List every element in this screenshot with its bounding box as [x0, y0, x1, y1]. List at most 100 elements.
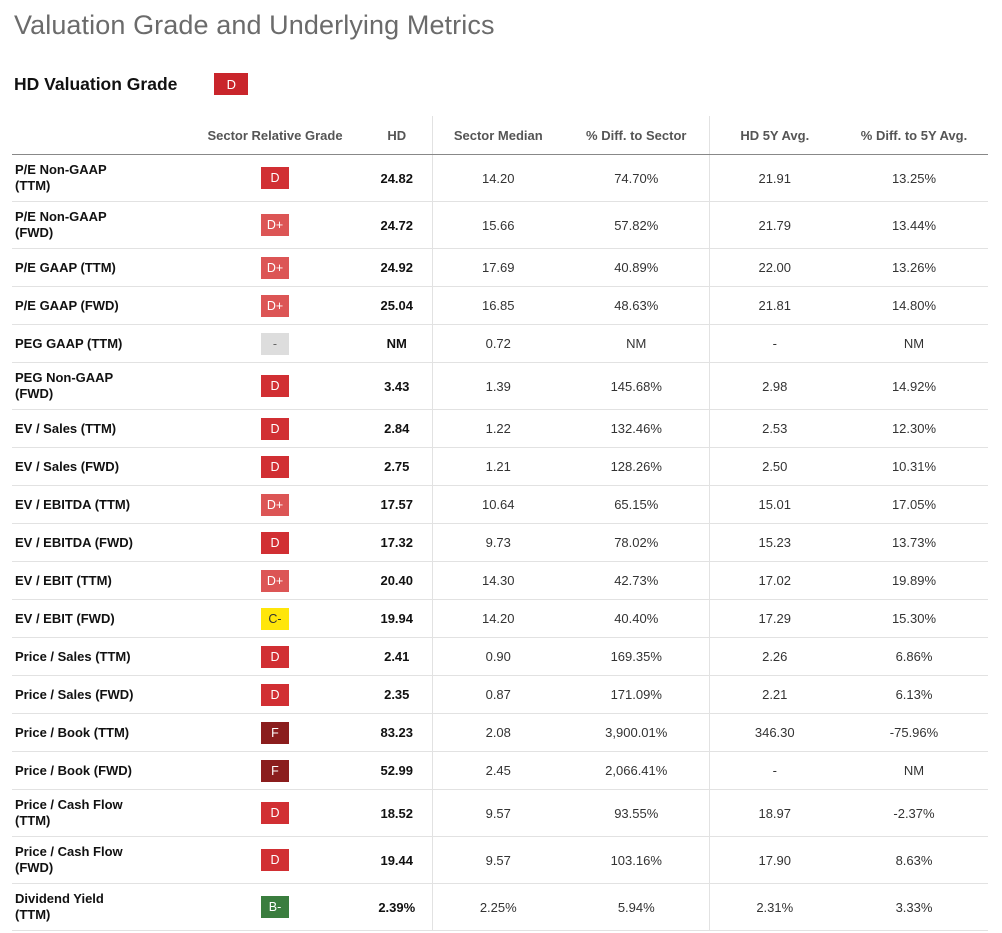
grade-badge: D+	[261, 294, 289, 317]
hd-value: 17.32	[362, 523, 432, 562]
diff-to-sector-value: 40.40%	[564, 599, 709, 638]
hd-value: 2.35	[362, 675, 432, 714]
hd-5y-avg-value: 2.31%	[708, 883, 840, 931]
diff-to-5y-avg-value: NM	[840, 751, 988, 790]
grade-badge: D	[261, 683, 289, 706]
sector-median-value: 2.25%	[431, 883, 564, 931]
metric-name: EV / Sales (FWD)	[12, 447, 188, 486]
sector-median-value: 15.66	[431, 201, 564, 249]
diff-to-5y-avg-value: 13.26%	[840, 248, 988, 287]
grade-badge: D	[261, 849, 289, 871]
hd-value: 2.41	[362, 637, 432, 676]
grade-badge: D+	[261, 493, 289, 516]
sector-median-value: 1.21	[431, 447, 564, 486]
table-row: EV / EBITDA (FWD) D 17.32 9.73 78.02% 15.23 13…	[12, 523, 988, 562]
metric-name-line: P/E Non-GAAP	[15, 209, 107, 224]
diff-to-sector-value: 74.70%	[564, 154, 709, 202]
sector-relative-grade-cell: D	[188, 789, 362, 837]
grade-badge: B-	[261, 896, 289, 918]
valuation-grade-label: HD Valuation Grade	[14, 73, 178, 94]
sector-median-value: 14.20	[431, 599, 564, 638]
sector-median-value: 2.08	[431, 713, 564, 752]
valuation-grade-badge: D	[214, 73, 249, 95]
diff-to-5y-avg-value: NM	[840, 324, 988, 363]
metric-name-line: EV / Sales (TTM)	[15, 420, 117, 436]
table-row: PEG Non-GAAP (FWD) D 3.43 1.39 145.68% 2.98 14.…	[12, 362, 988, 410]
sector-relative-grade-cell: D	[188, 447, 362, 486]
sector-relative-grade-cell: D	[188, 362, 362, 410]
sector-relative-grade-cell: D+	[188, 561, 362, 600]
sector-median-value: 0.87	[431, 675, 564, 714]
grade-badge: F	[261, 759, 289, 782]
diff-to-5y-avg-value: 13.44%	[840, 201, 988, 249]
sector-relative-grade-cell: F	[188, 713, 362, 752]
grade-badge: D+	[261, 256, 289, 279]
table-row: Price / Sales (TTM) D 2.41 0.90 169.35% 2.26 6…	[12, 637, 988, 676]
metric-name-line: (FWD)	[15, 225, 54, 240]
metric-name-line: EV / EBITDA (FWD)	[15, 534, 133, 550]
hd-5y-avg-value: 21.79	[708, 201, 840, 249]
hd-value: 25.04	[362, 286, 432, 325]
page-title: Valuation Grade and Underlying Metrics	[14, 10, 495, 40]
hd-5y-avg-value: -	[708, 751, 840, 790]
hd-value: 20.40	[362, 561, 432, 600]
table-row: Price / Book (FWD) F 52.99 2.45 2,066.41% - NM	[12, 751, 988, 790]
metric-name: Price / Book (FWD)	[12, 751, 188, 790]
metric-name-line: P/E Non-GAAP	[15, 162, 107, 177]
metric-name: Price / Sales (TTM)	[12, 637, 188, 676]
metric-name-line: Price / Cash Flow	[15, 844, 123, 859]
hd-value: 18.52	[362, 789, 432, 837]
metric-name: EV / EBIT (TTM)	[12, 561, 188, 600]
diff-to-5y-avg-value: 6.86%	[840, 637, 988, 676]
grade-badge: D	[261, 167, 289, 189]
diff-to-5y-avg-value: 15.30%	[840, 599, 988, 638]
sector-relative-grade-cell: D	[188, 836, 362, 884]
hd-value: 17.57	[362, 485, 432, 524]
table-row: EV / Sales (FWD) D 2.75 1.21 128.26% 2.50 10.3…	[12, 447, 988, 486]
header-diff-to-sector: % Diff. to Sector	[564, 116, 709, 155]
hd-value: 52.99	[362, 751, 432, 790]
metric-name-line: EV / EBIT (TTM)	[15, 572, 112, 588]
table-row: P/E Non-GAAP (FWD) D+ 24.72 15.66 57.82% 21.79…	[12, 201, 988, 249]
diff-to-5y-avg-value: 14.80%	[840, 286, 988, 325]
diff-to-5y-avg-value: 17.05%	[840, 485, 988, 524]
hd-5y-avg-value: -	[708, 324, 840, 363]
table-row: Price / Cash Flow (FWD) D 19.44 9.57 103.16% 1…	[12, 836, 988, 884]
hd-5y-avg-value: 18.97	[708, 789, 840, 837]
hd-value: 2.39%	[362, 883, 432, 931]
sector-median-value: 1.22	[431, 409, 564, 448]
sector-median-value: 9.57	[431, 789, 564, 837]
metric-name: EV / EBITDA (FWD)	[12, 523, 188, 562]
sector-relative-grade-cell: D+	[188, 485, 362, 524]
hd-value: 3.43	[362, 362, 432, 410]
sector-median-value: 14.30	[431, 561, 564, 600]
header-sector-relative-grade: Sector Relative Grade	[188, 116, 362, 155]
metric-name-line: EV / Sales (FWD)	[15, 458, 120, 474]
sector-median-value: 10.64	[431, 485, 564, 524]
metric-name-line: EV / EBITDA (TTM)	[15, 496, 131, 512]
diff-to-sector-value: 169.35%	[564, 637, 709, 676]
metric-name: P/E Non-GAAP (FWD)	[12, 201, 188, 249]
metric-name-line: PEG Non-GAAP	[15, 370, 114, 385]
hd-value: 2.84	[362, 409, 432, 448]
diff-to-5y-avg-value: 13.25%	[840, 154, 988, 202]
hd-value: 19.44	[362, 836, 432, 884]
table-row: EV / EBITDA (TTM) D+ 17.57 10.64 65.15% 15.01…	[12, 485, 988, 524]
header-hd: HD	[362, 116, 432, 155]
sector-relative-grade-cell: F	[188, 751, 362, 790]
table-row: P/E Non-GAAP (TTM) D 24.82 14.20 74.70% 21.91 1…	[12, 154, 988, 202]
metric-name: PEG GAAP (TTM)	[12, 324, 188, 363]
table-row: EV / EBIT (TTM) D+ 20.40 14.30 42.73% 17.02 19…	[12, 561, 988, 600]
header-hd-5y-avg: HD 5Y Avg.	[708, 116, 840, 155]
metric-name-line: EV / EBIT (FWD)	[15, 610, 115, 626]
hd-5y-avg-value: 22.00	[708, 248, 840, 287]
diff-to-5y-avg-value: 10.31%	[840, 447, 988, 486]
sector-median-value: 0.90	[431, 637, 564, 676]
valuation-metrics-table: Sector Relative Grade HD Sector Median %…	[12, 116, 988, 931]
sector-median-value: 9.57	[431, 836, 564, 884]
metric-name-line: Price / Sales (TTM)	[15, 648, 131, 664]
grade-badge: D+	[261, 214, 289, 236]
hd-5y-avg-value: 17.90	[708, 836, 840, 884]
hd-value: 19.94	[362, 599, 432, 638]
table-row: EV / Sales (TTM) D 2.84 1.22 132.46% 2.53 12.3…	[12, 409, 988, 448]
